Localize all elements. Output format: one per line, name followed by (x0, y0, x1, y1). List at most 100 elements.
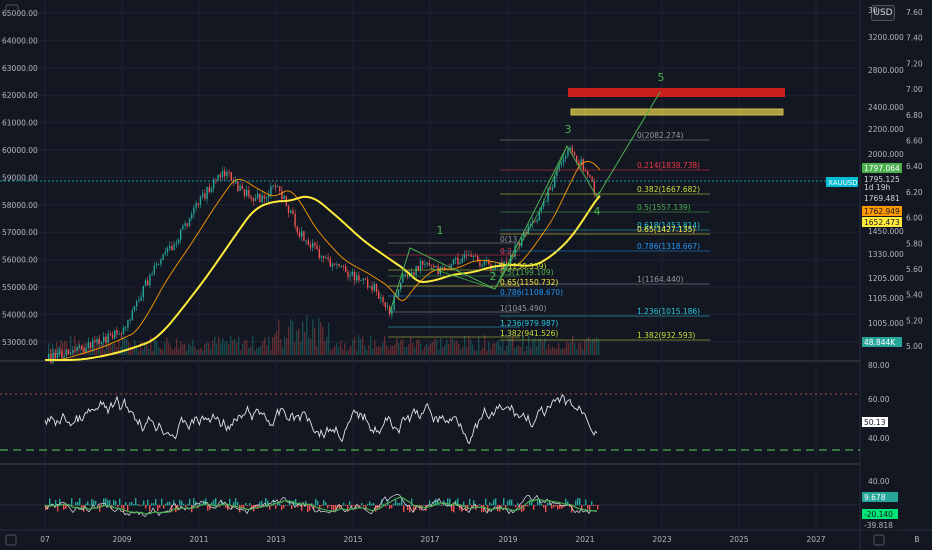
volume-bar (548, 343, 550, 355)
volume-bar (186, 350, 188, 355)
macd-histogram-bar (523, 505, 525, 511)
price-tag-label: 1797.064 (864, 164, 900, 173)
price-candle (331, 263, 334, 267)
macd-histogram-bar (563, 505, 565, 508)
fib-level-label: 1(1164.440) (637, 275, 683, 284)
time-axis-label: 2025 (729, 535, 748, 544)
fib-level-label: 0.786(1108.670) (500, 288, 563, 297)
macd-histogram-bar (229, 498, 231, 506)
price-candle (138, 300, 140, 302)
macd-histogram-bar (59, 498, 61, 506)
volume-bar (544, 338, 546, 355)
macd-histogram-bar (137, 504, 139, 506)
price-candle (565, 155, 567, 159)
volume-bar (478, 337, 480, 355)
volume-bar (406, 346, 408, 355)
price-candle (177, 239, 180, 243)
volume-bar (282, 347, 284, 355)
volume-bar (390, 345, 392, 355)
volume-bar (500, 346, 502, 355)
volume-bar (506, 345, 508, 355)
volume-bar (586, 338, 588, 355)
macd-histogram-bar (105, 498, 107, 506)
macd-histogram-bar (125, 502, 127, 506)
macd-histogram-bar (591, 501, 593, 506)
rsi-line (44, 393, 598, 445)
macd-histogram-bar (115, 501, 117, 506)
macd-histogram-bar (267, 500, 269, 506)
price-candle (294, 213, 296, 227)
price-candle (547, 188, 549, 201)
price-candle (283, 196, 285, 199)
price-candle (133, 306, 136, 311)
volume-bar (400, 340, 402, 355)
price-candle (166, 248, 169, 253)
macd-histogram-bar (559, 505, 561, 509)
volume-bar (270, 349, 272, 355)
price-candle (327, 257, 329, 260)
price-candle (254, 198, 257, 202)
volume-bar (398, 342, 400, 355)
macd-histogram-bar (245, 502, 247, 506)
macd-histogram-bar (145, 505, 147, 509)
macd-histogram-bar (259, 501, 261, 506)
macd-histogram-bar (345, 505, 347, 506)
volume-bar (472, 344, 474, 355)
price-candle (571, 147, 573, 153)
macd-histogram-bar (249, 502, 251, 506)
volume-bar (274, 334, 276, 355)
currency-button[interactable]: USD (871, 5, 895, 21)
price-candle (578, 161, 580, 165)
price-candle (215, 179, 217, 181)
volume-bar (80, 348, 82, 355)
macd-histogram-bar (207, 505, 209, 511)
volume-bar (266, 345, 268, 355)
left-axis-label: 64000.00 (2, 36, 38, 45)
volume-bar (522, 336, 524, 355)
price-candle (153, 265, 155, 274)
price-candle (483, 261, 485, 265)
price-candle (169, 246, 171, 249)
volume-bar (532, 339, 534, 355)
macd-histogram-bar (323, 499, 325, 506)
wave-label: 4 (594, 205, 601, 218)
left-axis-label: 57000.00 (2, 228, 38, 237)
price-candle (428, 262, 430, 266)
volume-bar (372, 348, 374, 355)
volume-bar (112, 343, 114, 355)
time-axis-corner: B (914, 535, 919, 544)
price-candle (556, 170, 558, 176)
price-candle (309, 244, 312, 248)
macd-histogram-bar (505, 505, 507, 510)
macd-histogram-bar (339, 505, 341, 510)
price-candle (120, 334, 122, 335)
macd-histogram-bar (363, 505, 365, 507)
macd-histogram-bar (571, 505, 573, 513)
price-candle (144, 280, 147, 286)
rsi-value-tag (862, 417, 888, 427)
right-ratio-label: 5.80 (906, 239, 923, 248)
volume-bar (244, 340, 246, 355)
price-candle (72, 350, 74, 353)
volume-bar (90, 349, 92, 355)
volume-bar (182, 344, 184, 355)
volume-bar (176, 338, 178, 355)
macd-histogram-bar (187, 503, 189, 506)
price-candle (186, 223, 188, 227)
right-ratio-label: 6.20 (906, 188, 923, 197)
left-axis-label: 53000.00 (2, 338, 38, 347)
symbol-tag (826, 177, 858, 187)
macd-histogram-bar (585, 499, 587, 506)
volume-bar (494, 343, 496, 355)
volume-bar (214, 336, 216, 355)
time-axis-label: 2009 (112, 535, 131, 544)
macd-histogram-bar (315, 498, 317, 506)
volume-bar (436, 339, 438, 355)
macd-histogram-bar (465, 505, 467, 511)
price-candle (274, 185, 276, 187)
price-candle (518, 243, 521, 247)
price-candle (67, 349, 70, 355)
volume-bar (62, 343, 64, 355)
price-candle (543, 201, 545, 207)
